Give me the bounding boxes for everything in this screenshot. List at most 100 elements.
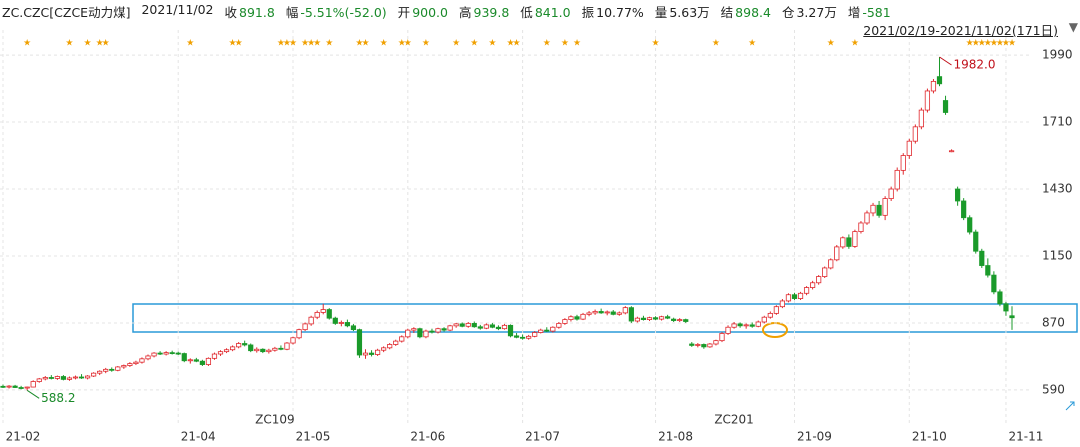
event-marker: ★ [827, 39, 835, 49]
candle-body [24, 386, 30, 389]
candle-body [272, 347, 278, 351]
event-marker: ★ [561, 39, 569, 49]
candle-body [810, 282, 816, 288]
candle-body [229, 346, 236, 351]
field-value: -5.51%(-52.0) [300, 5, 387, 20]
event-marker: ★ [325, 39, 333, 49]
candle-body [858, 222, 864, 232]
quote-field: 结 898.4 [721, 2, 771, 21]
candle-body [900, 155, 906, 171]
event-marker: ★ [470, 39, 478, 49]
candle-body [6, 385, 12, 388]
event-marker: ★ [313, 39, 321, 49]
candle-body [646, 317, 653, 320]
candle-body [187, 359, 193, 362]
annotation-label: 1982.0 [953, 58, 995, 72]
candle-body [761, 316, 767, 323]
event-marker: ★ [355, 39, 363, 49]
candle-body [175, 352, 181, 355]
candle-body [592, 311, 598, 314]
candle-body [163, 352, 169, 355]
event-marker: ★ [712, 39, 720, 49]
candle-body [344, 322, 350, 327]
event-marker: ★ [23, 39, 31, 49]
date-range[interactable]: 2021/02/19-2021/11/02(171日) [863, 23, 1058, 38]
candle-body [127, 363, 133, 366]
date: 2021/11/02 [141, 2, 214, 17]
candle-body [60, 376, 67, 380]
quote-field: 低 841.0 [520, 2, 570, 21]
field-label: 振 [581, 5, 595, 20]
candle-body [677, 319, 683, 321]
candle-body [562, 319, 568, 324]
candle-body [296, 329, 302, 339]
candle-body [671, 318, 677, 321]
candle-body [628, 307, 634, 322]
candle-body [211, 353, 218, 359]
candle-body [48, 377, 54, 379]
event-marker: ★ [84, 39, 92, 49]
field-label: 收 [224, 5, 238, 20]
quote-field: 仓 3.27万 [782, 2, 837, 21]
candle-body [302, 323, 308, 331]
candle-body [816, 276, 822, 284]
candle-body [308, 316, 314, 325]
quote-field: 量 5.63万 [655, 2, 710, 21]
candle-body [483, 324, 489, 329]
event-marker: ★ [361, 39, 369, 49]
candle-body [991, 274, 997, 293]
event-marker: ★ [488, 39, 496, 49]
candle-body [109, 368, 115, 371]
y-tick-label: 1710 [1042, 115, 1073, 129]
candle-body [368, 352, 375, 355]
candle-body [399, 336, 405, 342]
candle-body [453, 323, 459, 327]
highlight-ellipse [762, 322, 788, 338]
candle-body [169, 352, 175, 355]
x-tick-label: 21-08 [658, 430, 693, 444]
candle-body [930, 80, 937, 92]
range-arrow[interactable]: ▼ [1068, 20, 1078, 34]
candle-body [121, 365, 127, 368]
quote-bar: ZC.CZC[CZCE动力煤] 2021/11/02 收 891.8 幅 -5.51%… [2, 2, 891, 21]
candle-body [242, 343, 248, 346]
candle-body [30, 381, 36, 388]
candle-body [665, 316, 671, 319]
candle-body [477, 326, 483, 329]
candle-body [936, 76, 943, 85]
contract-label: ZC201 [714, 413, 754, 427]
candle-body [918, 109, 924, 128]
candle-body [840, 237, 846, 248]
event-marker: ★ [380, 39, 388, 49]
x-tick-label: 21-04 [181, 430, 216, 444]
event-marker: ★ [1008, 39, 1016, 49]
candle-body [223, 349, 230, 353]
candle-body [145, 355, 151, 360]
candle-body [447, 325, 453, 331]
candle-body [985, 265, 991, 276]
x-tick-label: 21-11 [1009, 430, 1044, 444]
candle-body [616, 312, 622, 315]
candle-body [924, 90, 931, 111]
candle-body [91, 372, 97, 377]
candle-body [501, 324, 508, 330]
event-marker: ★ [422, 39, 430, 49]
event-marker: ★ [851, 39, 859, 49]
x-tick-label: 21-07 [525, 430, 560, 444]
candle-body [0, 385, 6, 388]
candle-body [350, 325, 357, 331]
candle-body [471, 323, 477, 328]
candle-body [888, 188, 894, 199]
field-value: 891.8 [239, 5, 275, 20]
event-marker: ★ [966, 39, 974, 49]
candle-body [640, 317, 647, 320]
y-tick-label: 1990 [1042, 48, 1073, 62]
candle-body [139, 358, 145, 363]
candle-body [489, 324, 495, 328]
candle-body [429, 330, 435, 333]
candle-body [906, 140, 912, 156]
candle-body [707, 343, 713, 348]
candle-body [803, 287, 810, 294]
candle-body [544, 329, 550, 332]
